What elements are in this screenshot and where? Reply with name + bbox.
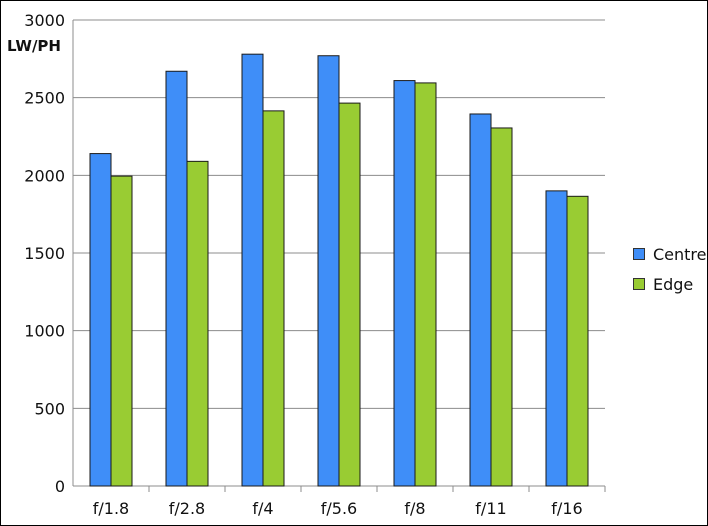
x-tick-label: f/8 [404, 499, 425, 518]
legend-item-centre: Centre [633, 239, 707, 269]
bar-edge-f-2-8 [186, 160, 209, 487]
legend-swatch-edge [633, 278, 645, 290]
bar-edge-f-4 [262, 110, 285, 487]
y-tick-label: 1000 [24, 322, 65, 341]
x-tick-label: f/16 [551, 499, 582, 518]
y-tick-label: 500 [34, 399, 65, 418]
bar-centre-f-11 [469, 113, 492, 487]
bar-centre-f-16 [545, 190, 568, 487]
bar-centre-f-8 [393, 80, 416, 487]
bar-centre-f-1-8 [89, 153, 112, 487]
legend-label-edge: Edge [653, 274, 694, 294]
bar-centre-f-2-8 [165, 70, 188, 487]
y-tick-label: 2000 [24, 166, 65, 185]
x-tick-label: f/4 [252, 499, 273, 518]
y-tick-label: 2500 [24, 89, 65, 108]
y-tick-label: 1500 [24, 244, 65, 263]
y-tick-label: 3000 [24, 11, 65, 30]
x-tick-label: f/1.8 [93, 499, 129, 518]
legend-item-edge: Edge [633, 269, 707, 299]
bar-edge-f-1-8 [110, 175, 133, 487]
y-axis-label: LW/PH [7, 37, 61, 55]
bar-centre-f-4 [241, 53, 264, 487]
y-tick-label: 0 [55, 477, 65, 496]
x-tick-label: f/5.6 [321, 499, 357, 518]
legend-label-centre: Centre [653, 244, 707, 264]
bar-edge-f-16 [566, 195, 589, 487]
bar-edge-f-8 [414, 82, 437, 487]
x-tick-label: f/11 [475, 499, 506, 518]
legend: Centre Edge [633, 239, 707, 299]
x-tick-label: f/2.8 [169, 499, 205, 518]
bar-edge-f-5-6 [338, 102, 361, 487]
bar-edge-f-11 [490, 127, 513, 487]
bar-centre-f-5-6 [317, 55, 340, 487]
legend-swatch-centre [633, 248, 645, 260]
